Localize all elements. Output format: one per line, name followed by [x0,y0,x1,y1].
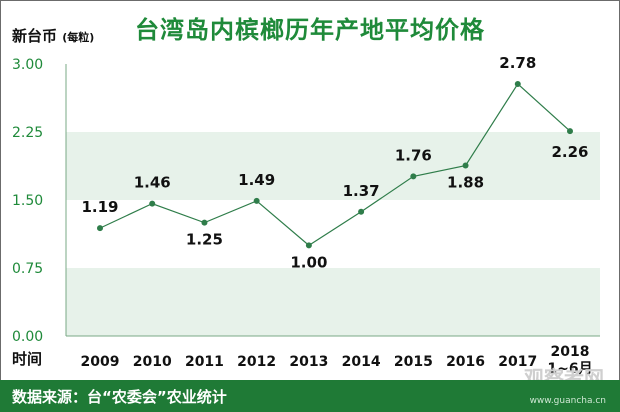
grid-band [66,268,600,336]
x-tick-label: 2012 [237,354,276,370]
watermark-url: www.guancha.cn [529,396,606,406]
data-point [149,200,156,207]
data-label: 1.25 [186,231,223,249]
y-axis-label: 新台币 (每粒) [12,25,94,46]
x-tick-label: 2017 [498,354,537,370]
x-tick-label: 2009 [81,354,120,370]
data-point [410,173,417,180]
x-tick-label: 2013 [289,354,328,370]
data-label: 1.00 [290,253,327,271]
data-label: 1.88 [447,174,484,192]
data-label: 1.76 [395,146,432,164]
data-label: 2.78 [499,54,536,72]
x-tick-label: 2015 [394,354,433,370]
y-axis-unit: (每粒) [62,31,95,44]
x-tick-label: 2016 [446,354,485,370]
data-point [567,128,573,135]
data-label: 1.46 [134,174,171,192]
x-tick-label: 2010 [133,354,172,370]
data-point [358,208,365,215]
x-tick-label: 2018 1~6月 [547,344,592,377]
y-tick-label: 2.25 [12,125,43,141]
data-point [201,219,208,226]
y-axis-label-text: 新台币 [12,27,58,45]
x-tick-label: 2011 [185,354,224,370]
data-label: 2.26 [551,143,588,161]
data-point [514,80,521,87]
source-text: 数据来源：台“农委会”农业统计 [12,388,227,406]
y-tick-label: 1.50 [12,193,43,209]
series-line [99,83,571,247]
data-point [253,197,260,204]
data-label: 1.49 [238,171,275,189]
data-point [97,225,103,232]
y-tick-label: 0.00 [12,329,43,345]
x-tick-label: 2014 [342,354,381,370]
x-axis-label: 时间 [12,350,43,368]
data-point [305,242,312,249]
data-label: 1.37 [343,182,380,200]
grid-band [66,132,600,200]
source-footer: 数据来源：台“农委会”农业统计 [0,380,620,412]
data-label: 1.19 [81,198,118,216]
y-tick-label: 0.75 [12,261,43,277]
chart-title: 台湾岛内槟榔历年产地平均价格 [135,16,485,44]
y-tick-label: 3.00 [12,57,43,73]
data-point [462,162,469,169]
